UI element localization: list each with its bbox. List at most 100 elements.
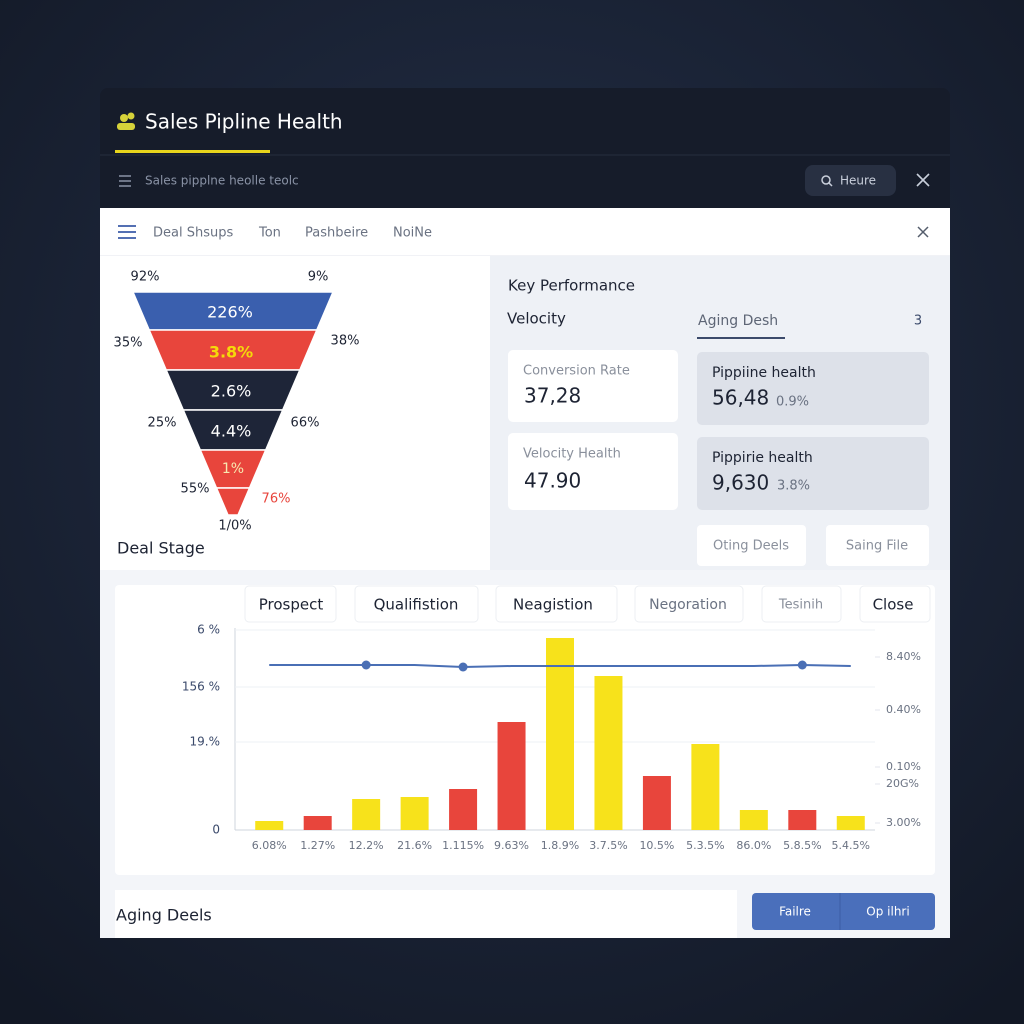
- side-label: 92%: [131, 270, 160, 285]
- line-marker: [797, 660, 807, 670]
- side-label: 66%: [291, 416, 320, 431]
- footer-button[interactable]: Failre: [779, 905, 811, 919]
- kpi-card: [508, 350, 678, 422]
- side-label: 35%: [114, 336, 143, 351]
- breadcrumb: Sales pipplne heolle teolc: [145, 174, 299, 188]
- close-tab[interactable]: [917, 226, 929, 238]
- funnel-label: 3.8%: [209, 343, 253, 362]
- kpi-title: Key Performance: [508, 277, 635, 295]
- side-label: 55%: [181, 482, 210, 497]
- kpi-card-change: 0.9%: [776, 395, 809, 410]
- stage-label[interactable]: Prospect: [259, 596, 324, 614]
- kpi-card: [508, 433, 678, 510]
- line-marker: [458, 662, 468, 672]
- y2-tick-label: 0.40%: [886, 703, 921, 716]
- tab-menu-icon[interactable]: [118, 225, 136, 239]
- funnel-caption: Deal Stage: [117, 539, 205, 558]
- x-tick-label: 9.63%: [494, 839, 529, 852]
- tab[interactable]: NoiNe: [393, 226, 432, 241]
- kpi-button[interactable]: [697, 525, 806, 566]
- footer-button[interactable]: Op ilhri: [866, 905, 909, 919]
- x-tick-label: 10.5%: [639, 839, 674, 852]
- stage-tab[interactable]: [495, 585, 618, 623]
- x-tick-label: 5.4.5%: [832, 839, 870, 852]
- footer-panel: [115, 890, 737, 938]
- stage-label[interactable]: Tesinih: [778, 598, 823, 613]
- y-tick-label: 19.%: [190, 735, 221, 749]
- kpi-card-label: Pippirie health: [712, 450, 813, 466]
- footer-title: Aging Deels: [116, 906, 212, 925]
- side-label: 25%: [148, 416, 177, 431]
- bar: [449, 789, 478, 830]
- y-tick-label: 156 %: [182, 680, 220, 694]
- kpi-card: [697, 437, 929, 510]
- stage-label[interactable]: Qualifistion: [374, 596, 459, 614]
- x-tick-label: 1.115%: [442, 839, 484, 852]
- kpi-badge: 3: [914, 314, 922, 329]
- stage-label[interactable]: Negoration: [649, 597, 727, 613]
- side-label: 76%: [262, 492, 291, 507]
- y2-tick-label: 3.00%: [886, 816, 921, 829]
- bar: [691, 744, 720, 830]
- kpi-tab[interactable]: Aging Desh: [698, 313, 778, 329]
- close-window[interactable]: [916, 173, 930, 187]
- kpi-card-change: 3.8%: [777, 479, 810, 494]
- tab[interactable]: Ton: [258, 226, 281, 241]
- funnel-label: 4.4%: [211, 422, 252, 441]
- funnel-label: 226%: [207, 303, 253, 322]
- funnel-label: 2.6%: [211, 382, 252, 401]
- kpi-button[interactable]: [826, 525, 929, 566]
- stage-tab[interactable]: [634, 585, 744, 623]
- side-label: 38%: [331, 334, 360, 349]
- bar: [400, 797, 429, 830]
- x-tick-label: 5.8.5%: [783, 839, 821, 852]
- bar: [739, 810, 768, 830]
- line-marker: [361, 660, 371, 670]
- bar: [642, 776, 671, 830]
- funnel: [131, 291, 335, 516]
- kpi-subtitle: Velocity: [507, 310, 566, 328]
- x-tick-label: 21.6%: [397, 839, 432, 852]
- stage-tab[interactable]: [859, 585, 931, 623]
- y-tick-label: 0: [212, 823, 220, 837]
- kpi-card-label: Conversion Rate: [523, 364, 630, 379]
- funnel-label: 1%: [222, 461, 244, 477]
- kpi-tab-underline: [697, 337, 785, 339]
- bar: [594, 676, 623, 830]
- bar: [352, 799, 381, 830]
- stage-tab[interactable]: [244, 585, 337, 623]
- app-title: Sales Pipline Health: [145, 110, 343, 134]
- kpi-card-label: Pippiine health: [712, 365, 816, 381]
- y2-tick-label: 0.10%: [886, 760, 921, 773]
- kpi-button-label[interactable]: Saing File: [846, 539, 908, 554]
- x-tick-label: 6.08%: [252, 839, 287, 852]
- app-icon: [117, 112, 135, 130]
- x-tick-label: 12.2%: [349, 839, 384, 852]
- bar: [836, 816, 865, 830]
- stage-tab[interactable]: [761, 585, 842, 623]
- kpi-card: [697, 352, 929, 425]
- side-label: 9%: [308, 270, 329, 285]
- bar: [546, 638, 574, 830]
- search-button[interactable]: [805, 165, 896, 196]
- kpi-card-value: 37,28: [524, 384, 581, 408]
- tab-bar: [100, 208, 950, 256]
- title-underline: [115, 150, 270, 153]
- stage-tab[interactable]: [354, 585, 479, 623]
- stage-label[interactable]: Neagistion: [513, 596, 593, 614]
- kpi-card-value: 9,630: [712, 471, 769, 495]
- search-icon-handle: [828, 182, 833, 187]
- tab[interactable]: Pashbeire: [305, 226, 368, 241]
- y2-tick-label: 20G%: [886, 777, 919, 790]
- kpi-button-label[interactable]: Oting Deels: [713, 539, 789, 554]
- menu-icon[interactable]: [119, 175, 131, 187]
- footer-button-group: [752, 893, 935, 930]
- bar: [497, 722, 526, 830]
- x-tick-label: 5.3.5%: [686, 839, 724, 852]
- x-tick-label: 1.8.9%: [541, 839, 579, 852]
- stage-label[interactable]: Close: [873, 596, 914, 614]
- tab[interactable]: Deal Shsups: [153, 226, 233, 241]
- search-label: Heure: [840, 174, 876, 188]
- x-tick-label: 1.27%: [300, 839, 335, 852]
